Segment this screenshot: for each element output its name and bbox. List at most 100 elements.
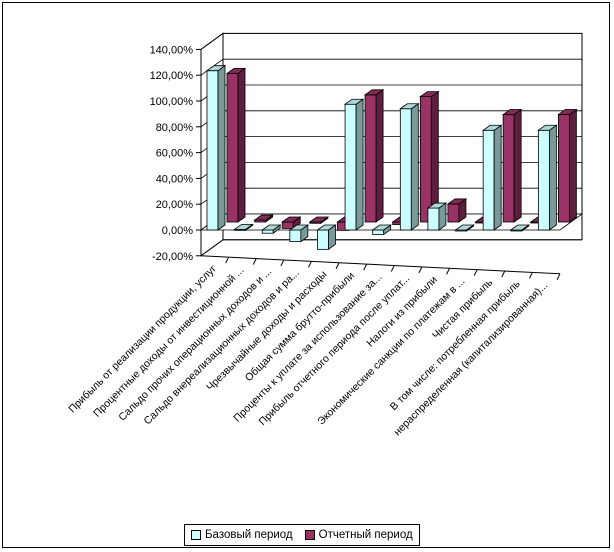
bar-side [548,124,557,231]
bar-front [557,114,570,223]
bar-report [446,198,468,223]
bar-side [375,89,384,223]
bar-base [426,202,448,231]
legend-swatch-base [191,530,201,540]
bar-base [233,223,254,232]
bar-report [363,89,385,223]
bar-base [343,98,365,231]
bar-front [261,229,274,234]
chart-frame: -20,00% 0,00% 20,00% 40,00% 60,00% 80,00% 100,… [2,2,610,548]
bar-top [316,224,337,231]
gridline-side [200,239,224,257]
x-tick-mark [501,270,506,278]
bar-top [371,224,392,231]
bar-top [253,214,274,221]
bar-front [399,108,412,231]
bar-top [501,109,523,115]
bar-top [446,198,468,205]
legend-item-base: Базовый период [191,529,293,541]
x-tick-mark [363,263,368,271]
y-tick-label: 80,00% [156,122,194,134]
y-tick-label: 40,00% [156,173,194,185]
y-tick-label: 0,00% [162,225,193,237]
bar-report [308,216,330,225]
bar-base [454,224,475,232]
bar-base [509,224,531,232]
bar-side [237,67,246,223]
bar-report [225,67,247,223]
bar-top [205,65,227,72]
bar-report [419,90,440,223]
x-tick-mark [252,258,257,265]
bar-base [537,124,558,231]
bar-top [260,224,282,231]
legend-label-base: Базовый период [205,529,293,541]
x-tick-mark [335,262,340,269]
bar-report [280,216,302,230]
bar-side [410,102,419,231]
bar-top [308,216,330,223]
bar-top [233,223,254,230]
bar-front [537,129,550,231]
bar-base [399,102,420,231]
legend-swatch-report [304,530,315,540]
bar-top [509,224,531,231]
y-tick-label: 100,00% [150,96,194,108]
x-axis-line [200,255,561,275]
bar-top [225,67,247,74]
bar-top [280,216,302,223]
bar-front [226,72,239,223]
bar-side [568,108,577,223]
y-tick-label: 120,00% [150,70,194,82]
bar-front [447,203,460,223]
bar-front [317,229,329,250]
bar-base [205,64,227,231]
bar-side [355,98,364,231]
bar-base [260,224,282,235]
bar-top [481,124,503,131]
bar-base [481,124,503,231]
bar-front [206,70,219,231]
bar-side [493,124,502,231]
gridline-side [200,33,224,50]
chart-canvas: -20,00% 0,00% 20,00% 40,00% 60,00% 80,00% 100,… [66,32,584,438]
x-tick-mark [473,269,478,276]
bar-front [419,96,432,223]
bar-side [430,90,439,223]
x-tick-mark [308,261,312,268]
legend-item-report: Отчетный период [304,529,413,541]
bar-front [364,94,377,223]
y-tick-label: 140,00% [150,44,194,56]
x-tick-mark [225,256,230,264]
bar-front [281,221,294,229]
x-tick-mark [280,259,285,267]
bar-top [363,89,385,96]
bar-top [419,91,440,98]
x-tick-mark [556,273,561,281]
bar-front [482,129,495,231]
bar-report [253,214,274,223]
x-tick-mark [390,265,395,272]
bar-report [501,108,523,223]
x-tick-mark [528,272,533,279]
x-tick-mark [446,268,450,275]
bar-base [316,224,337,251]
bar-report [557,108,578,223]
bar-side [217,64,226,231]
bar-top [343,98,365,105]
bar-front [502,114,515,223]
x-tick-mark [418,266,423,274]
bar-top [454,224,475,231]
bar-side [513,108,522,223]
bar-top [557,109,578,115]
bar-top [399,103,420,110]
y-tick-label: -20,00% [152,251,193,263]
bar-front [289,229,302,243]
bar-top [288,224,310,231]
legend-label-report: Отчетный период [318,529,413,541]
y-tick-label: 20,00% [156,199,194,211]
bar-front [344,103,357,231]
y-tick-label: 60,00% [156,148,194,160]
bar-base [288,224,310,243]
bar-top [537,124,558,131]
